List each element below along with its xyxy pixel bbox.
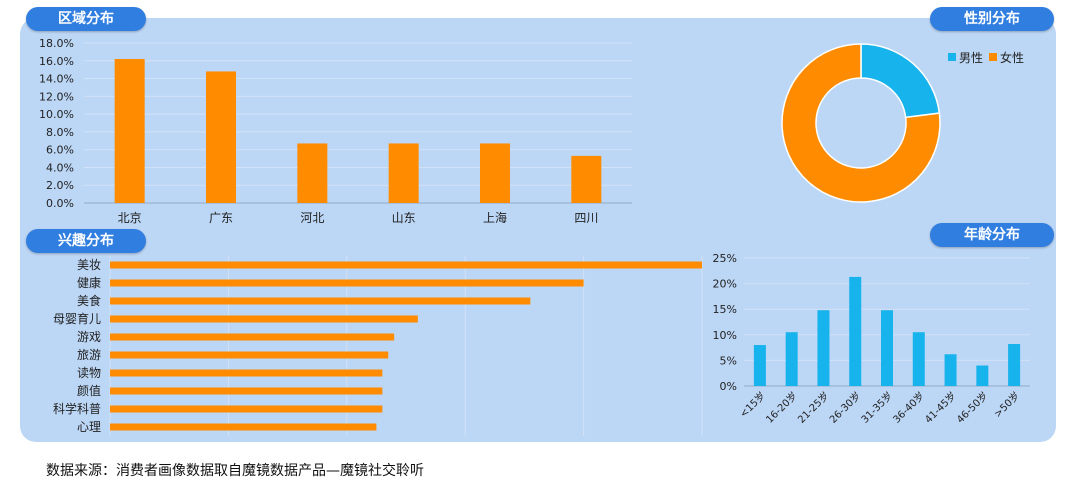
- interest-bar-10: [110, 423, 377, 431]
- region-x-tick-label: 四川: [574, 211, 598, 225]
- gender-slice-1: [860, 43, 941, 119]
- age-y-tick-label: 20%: [713, 278, 737, 291]
- age-bar-2: [785, 332, 798, 386]
- age-bar-9: [1008, 344, 1021, 386]
- interest-category-label: 母婴育儿: [53, 311, 101, 326]
- age-x-tick-label: <15岁: [737, 389, 768, 420]
- age-bar-6: [912, 332, 925, 386]
- region-bar-2: [206, 71, 236, 203]
- region-x-tick-label: 上海: [483, 210, 507, 225]
- region-y-tick-label: 6.0%: [46, 144, 74, 157]
- age-x-tick-label: 36-40岁: [890, 389, 927, 426]
- age-chart-title: 年龄分布: [930, 223, 1054, 247]
- interest-bar-4: [110, 315, 418, 323]
- region-x-tick-label: 广东: [209, 211, 233, 225]
- age-x-tick-label: 31-35岁: [858, 389, 895, 426]
- age-bar-8: [976, 365, 989, 386]
- interest-category-label: 颜值: [77, 383, 101, 398]
- region-y-tick-label: 12.0%: [39, 90, 74, 103]
- interest-category-label: 科学科普: [53, 401, 101, 416]
- region-x-tick-label: 河北: [300, 211, 324, 225]
- age-y-tick-label: 0%: [720, 380, 737, 393]
- region-chart-title: 区域分布: [26, 7, 146, 31]
- gender-legend-swatch: [989, 53, 997, 61]
- region-y-tick-label: 8.0%: [46, 126, 74, 139]
- age-x-tick-label: 21-25岁: [795, 389, 832, 426]
- age-bar-3: [817, 310, 830, 386]
- gender-slice-2: [781, 43, 941, 203]
- age-x-tick-label: 41-45岁: [922, 389, 959, 426]
- gender-chart-title: 性别分布: [930, 7, 1054, 31]
- region-y-tick-label: 14.0%: [39, 73, 74, 86]
- age-y-tick-label: 5%: [720, 354, 737, 367]
- age-bar-1: [753, 345, 766, 386]
- interest-bar-7: [110, 369, 383, 377]
- gender-legend-label: 女性: [1000, 50, 1024, 65]
- region-y-tick-label: 10.0%: [39, 108, 74, 121]
- region-y-tick-label: 18.0%: [39, 37, 74, 50]
- interest-chart-title: 兴趣分布: [26, 229, 146, 253]
- age-x-tick-label: >50岁: [991, 389, 1022, 420]
- interest-category-label: 美食: [77, 293, 101, 308]
- region-y-tick-label: 16.0%: [39, 55, 74, 68]
- region-x-tick-label: 北京: [118, 211, 142, 225]
- interest-category-label: 美妆: [77, 258, 101, 272]
- age-x-tick-label: 46-50岁: [954, 389, 991, 426]
- region-bar-4: [388, 143, 419, 203]
- age-y-tick-label: 10%: [713, 329, 737, 342]
- gender-legend-swatch: [948, 53, 956, 61]
- region-bar-5: [480, 143, 510, 203]
- interest-bar-9: [110, 405, 383, 413]
- region-x-tick-label: 山东: [392, 211, 416, 225]
- age-bar-5: [881, 310, 893, 386]
- age-bar-7: [944, 354, 957, 386]
- interest-bar-5: [110, 333, 395, 341]
- interest-category-label: 健康: [77, 275, 101, 290]
- gender-legend-label: 男性: [959, 51, 983, 65]
- region-bar-6: [571, 155, 602, 203]
- source-note: 数据来源：消费者画像数据取自魔镜数据产品—魔镜社交聆听: [46, 463, 424, 479]
- region-y-tick-label: 2.0%: [46, 179, 74, 192]
- age-y-tick-label: 25%: [713, 252, 737, 265]
- interest-bar-1: [110, 261, 702, 269]
- interest-category-label: 游戏: [77, 330, 101, 344]
- region-y-tick-label: 4.0%: [46, 161, 74, 174]
- interest-bar-2: [110, 279, 584, 287]
- region-bar-3: [297, 143, 328, 203]
- age-x-tick-label: 26-30岁: [827, 389, 864, 426]
- region-bar-1: [114, 59, 145, 203]
- age-x-tick-label: 16-20岁: [763, 389, 800, 426]
- interest-bar-8: [110, 387, 383, 395]
- interest-bar-6: [110, 351, 389, 359]
- region-y-tick-label: 0.0%: [46, 197, 74, 210]
- age-y-tick-label: 15%: [713, 303, 737, 316]
- interest-bar-3: [110, 297, 531, 305]
- interest-category-label: 心理: [77, 420, 101, 434]
- age-bar-4: [849, 276, 862, 386]
- interest-category-label: 旅游: [77, 348, 101, 362]
- interest-category-label: 读物: [77, 366, 101, 380]
